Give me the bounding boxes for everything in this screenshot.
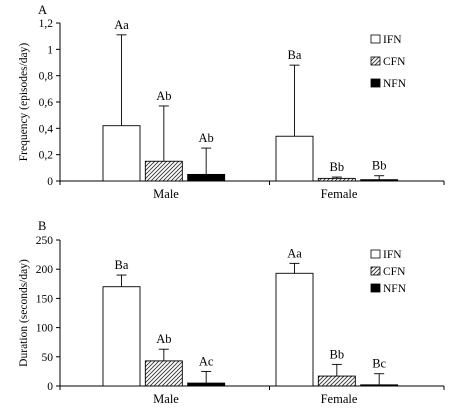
legend-swatch-ifn xyxy=(370,249,381,259)
bar-ifn xyxy=(102,125,141,182)
significance-label: Aa xyxy=(287,246,302,260)
legend-swatch-ifn xyxy=(370,34,381,44)
category-label: Female xyxy=(321,187,358,201)
legend-label: IFN xyxy=(383,249,402,261)
significance-label: Bc xyxy=(372,357,386,371)
bar-nfn xyxy=(360,384,399,387)
y-tick-label: 1 xyxy=(47,44,53,56)
bar-ifn xyxy=(275,272,314,387)
panel-label: B xyxy=(38,219,46,233)
y-tick-label: 0 xyxy=(47,176,53,188)
significance-label: Ab xyxy=(156,332,171,346)
significance-label: Bb xyxy=(372,159,387,173)
bar-cfn xyxy=(144,360,183,387)
y-tick-label: 150 xyxy=(36,293,54,305)
y-tick-label: 0,4 xyxy=(39,123,54,135)
legend-label: CFN xyxy=(383,266,406,278)
y-tick-label: 100 xyxy=(36,323,54,335)
y-tick-label: 0 xyxy=(47,381,53,393)
bar-nfn xyxy=(360,179,399,182)
bar-cfn xyxy=(317,177,356,182)
significance-label: Bb xyxy=(330,347,345,361)
y-tick-label: 250 xyxy=(36,235,54,247)
bar-nfn xyxy=(187,173,226,182)
y-tick-label: 1,2 xyxy=(39,18,54,30)
legend-label: NFN xyxy=(383,283,407,295)
y-tick-label: 50 xyxy=(42,352,54,364)
bar-ifn xyxy=(102,286,141,387)
significance-label: Bb xyxy=(330,160,345,174)
legend-swatch-cfn xyxy=(370,266,381,276)
bar-cfn xyxy=(144,160,183,182)
bar-nfn xyxy=(187,382,226,387)
significance-label: Ba xyxy=(288,48,302,62)
significance-label: Ba xyxy=(115,258,129,272)
significance-label: Ac xyxy=(199,354,214,368)
significance-label: Aa xyxy=(114,18,129,32)
legend-swatch-nfn xyxy=(370,78,381,88)
legend-swatch-cfn xyxy=(370,56,381,66)
category-label: Male xyxy=(153,187,179,201)
y-tick-label: 0,6 xyxy=(39,97,54,109)
legend-label: CFN xyxy=(383,56,406,68)
y-axis-label: Frequency (episodes/day) xyxy=(18,43,30,162)
significance-label: Ab xyxy=(156,89,171,103)
y-tick-label: 200 xyxy=(36,264,54,276)
bar-ifn xyxy=(275,135,314,182)
legend-label: NFN xyxy=(383,78,407,90)
y-axis-label: Duration (seconds/day) xyxy=(18,259,30,367)
category-label: Female xyxy=(321,392,358,406)
legend-label: IFN xyxy=(383,34,402,46)
category-label: Male xyxy=(153,392,179,406)
panel-label: A xyxy=(38,3,47,17)
legend-swatch-nfn xyxy=(370,283,381,293)
significance-label: Ab xyxy=(199,131,214,145)
bar-cfn xyxy=(317,375,356,387)
y-tick-label: 0,2 xyxy=(39,150,54,162)
y-tick-label: 0,8 xyxy=(39,71,54,83)
